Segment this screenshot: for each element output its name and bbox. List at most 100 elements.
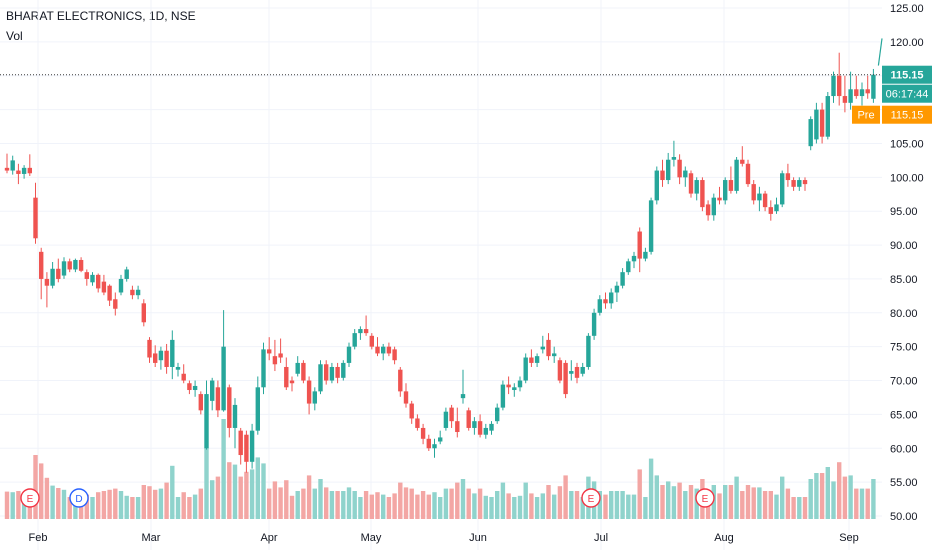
candle-body (278, 353, 283, 358)
volume-bar (837, 462, 842, 519)
volume-bar (358, 497, 363, 519)
volume-bar (643, 497, 648, 519)
volume-bar (660, 485, 665, 519)
volume-bar (346, 487, 352, 519)
volume-bar (204, 447, 209, 519)
candle-body (375, 346, 380, 354)
candle-body (50, 268, 55, 286)
volume-bar (306, 475, 312, 519)
y-tick-label: 50.00 (890, 511, 918, 523)
volume-bar (540, 493, 545, 519)
volume-bar (563, 475, 568, 519)
volume-bar (734, 476, 739, 519)
volume-bar (523, 482, 528, 519)
y-tick-label: 65.00 (890, 409, 918, 421)
volume-bar (67, 497, 72, 519)
volume-bar (506, 493, 511, 519)
volume-bar (415, 494, 420, 519)
earnings-marker[interactable] (695, 488, 715, 508)
candle-body (438, 437, 443, 442)
candle-body (637, 231, 642, 259)
candle-body (358, 329, 363, 334)
candle-body (780, 173, 785, 205)
volume-bar (295, 491, 300, 519)
volume-bar (597, 491, 602, 519)
volume-bar (819, 473, 825, 519)
candle-body (825, 96, 830, 137)
volume-bar (438, 497, 443, 519)
volume-bar (780, 476, 785, 519)
candle-body (506, 384, 511, 388)
volume-bar (198, 488, 203, 519)
volume-bar (312, 488, 317, 519)
volume-bar (386, 497, 392, 519)
volume-bar (694, 488, 699, 519)
volume-bar (50, 485, 55, 519)
candle-body (175, 366, 181, 370)
volume-bar (842, 476, 848, 519)
candle-body (837, 75, 842, 97)
candle-body (170, 339, 175, 367)
candle-body (626, 261, 631, 273)
volume-bar (443, 488, 449, 519)
volume-bar (335, 491, 340, 519)
last-price-badge (882, 65, 932, 84)
candle-body (244, 434, 249, 462)
last-price-value: 115.15 (890, 70, 923, 82)
x-tick-label: May (361, 532, 382, 544)
candle-body (318, 364, 323, 392)
volume-bar (546, 485, 551, 519)
volume-bar (477, 488, 483, 519)
volume-bar (831, 481, 836, 519)
volume-bar (329, 491, 335, 519)
earnings-marker[interactable] (20, 488, 40, 508)
candle-body (711, 197, 716, 216)
volume-bar (175, 497, 181, 519)
volume-bar (825, 467, 830, 519)
y-tick-label: 90.00 (890, 240, 918, 252)
volume-bar (614, 491, 620, 519)
volume-bar (192, 494, 198, 519)
candle-body (56, 268, 61, 279)
candle-body (39, 251, 44, 279)
candle-body (187, 383, 192, 391)
dividend-marker[interactable] (69, 488, 89, 508)
candle-body (158, 350, 164, 361)
candle-body (472, 421, 477, 428)
candle-body (312, 391, 317, 404)
candle-body (16, 170, 21, 174)
volume-bar (751, 487, 756, 519)
candle-body (409, 403, 414, 419)
candle-body (96, 274, 101, 289)
candle-body (255, 387, 260, 431)
candle-body (871, 74, 876, 99)
candle-body (677, 159, 682, 178)
volume-bar (187, 497, 192, 519)
candle-body (552, 353, 557, 357)
candle-body (289, 380, 295, 384)
candle-body (44, 278, 50, 286)
volume-bar (574, 491, 580, 519)
candle-body (238, 430, 243, 456)
volume-bar (791, 497, 796, 519)
candle-body (227, 387, 232, 428)
volume-bar (426, 494, 431, 519)
volume-bar (210, 480, 215, 519)
volume-bar (369, 494, 374, 519)
candle-body (797, 180, 802, 187)
candle-body (426, 438, 431, 449)
candle-body (221, 346, 226, 411)
candle-body (603, 299, 608, 304)
event-marker-label: E (702, 494, 709, 505)
volume-bar (552, 494, 557, 519)
candle-body (529, 357, 534, 363)
candle-body (84, 272, 89, 279)
x-tick-label: Feb (29, 532, 48, 544)
volume-bar (238, 476, 243, 519)
x-tick-label: Jun (469, 532, 487, 544)
y-tick-label: 100.00 (890, 172, 924, 184)
earnings-marker[interactable] (581, 488, 601, 508)
candle-body (489, 423, 494, 431)
volume-bar (757, 487, 762, 519)
